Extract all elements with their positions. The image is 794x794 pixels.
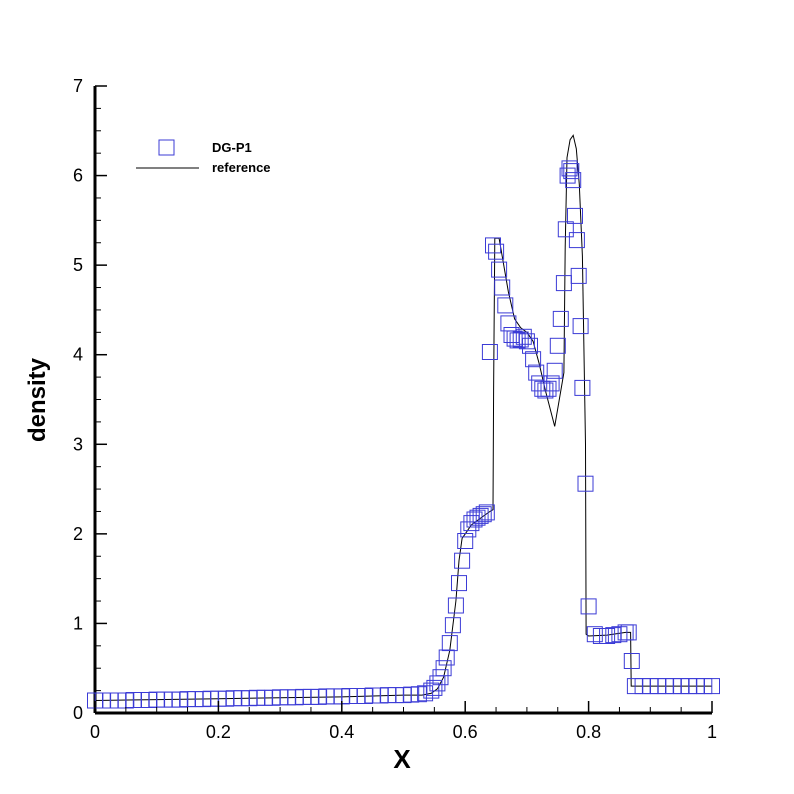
dg-p1-marker	[515, 328, 532, 345]
legend: DG-P1 reference	[136, 139, 271, 175]
dg-p1-marker	[494, 279, 511, 296]
dg-p1-marker	[491, 261, 508, 278]
x-tick-label: 0.8	[576, 722, 601, 742]
dg-p1-marker	[611, 626, 628, 643]
reference-line	[94, 134, 712, 701]
dg-p1-marker	[549, 337, 566, 354]
dg-p1-marker	[426, 679, 443, 696]
dg-p1-marker	[546, 362, 563, 379]
dg-p1-marker	[441, 635, 458, 652]
dg-p1-marker	[561, 160, 578, 177]
dg-p1-marker	[570, 267, 587, 284]
legend-marker-dg-p1	[158, 139, 175, 156]
dg-p1-marker	[509, 332, 526, 349]
dg-p1-marker	[485, 237, 501, 254]
dg-p1-marker	[540, 380, 557, 397]
dg-p1-marker	[568, 232, 585, 249]
dg-p1-marker	[469, 509, 486, 526]
dg-p1-marker	[432, 669, 449, 686]
y-tick-label: 6	[73, 166, 83, 186]
dg-p1-marker	[454, 552, 471, 569]
dg-p1-series	[87, 160, 720, 709]
dg-p1-marker	[444, 617, 461, 634]
dg-p1-marker	[488, 243, 505, 260]
y-tick-label: 4	[73, 345, 83, 365]
dg-p1-marker	[572, 318, 589, 335]
dg-p1-marker	[447, 597, 464, 614]
legend-label-reference: reference	[212, 160, 271, 175]
dg-p1-marker	[586, 626, 603, 643]
axis-ticks: 0 0.2 0.4 0.6 0.8 1 0 1 2 3 4 5 6 7	[73, 76, 717, 742]
dg-p1-marker	[528, 364, 545, 381]
dg-p1-marker	[497, 297, 514, 314]
dg-p1-marker	[478, 504, 495, 521]
dg-p1-marker	[620, 624, 637, 641]
dg-p1-marker	[577, 475, 594, 492]
dg-p1-marker	[522, 337, 538, 354]
dg-p1-marker	[704, 678, 720, 695]
y-tick-label: 1	[73, 613, 83, 633]
y-tick-label: 5	[73, 255, 83, 275]
x-tick-label: 0	[90, 722, 100, 742]
y-axis-title: density	[24, 357, 51, 442]
plot-axes	[93, 86, 712, 715]
x-tick-label: 0.6	[453, 722, 478, 742]
legend-label-dg-p1: DG-P1	[212, 140, 252, 155]
dg-p1-marker	[565, 172, 582, 189]
dg-p1-marker	[580, 598, 597, 615]
dg-p1-marker	[543, 375, 560, 392]
dg-p1-marker	[557, 221, 574, 238]
dg-p1-marker	[525, 351, 542, 368]
x-tick-label: 0.4	[329, 722, 354, 742]
y-tick-label: 0	[73, 703, 83, 723]
x-axis-title: X	[393, 744, 411, 774]
dg-p1-marker	[457, 533, 474, 549]
dg-p1-marker	[481, 344, 498, 360]
y-tick-label: 2	[73, 524, 83, 544]
dg-p1-marker	[472, 507, 489, 524]
dg-p1-marker	[534, 380, 551, 397]
dg-p1-marker	[512, 331, 529, 348]
dg-p1-marker	[460, 521, 477, 538]
dg-p1-marker	[599, 628, 616, 644]
y-tick-label: 3	[73, 434, 83, 454]
dg-p1-marker	[623, 653, 640, 669]
dg-p1-marker	[555, 275, 572, 292]
dg-p1-marker	[518, 333, 535, 350]
dg-p1-marker	[574, 379, 591, 396]
x-tick-label: 1	[707, 722, 717, 742]
dg-p1-marker	[438, 649, 455, 666]
y-tick-label: 7	[73, 76, 83, 96]
dg-p1-marker	[435, 660, 452, 677]
dg-p1-marker	[500, 315, 517, 332]
dg-p1-marker	[417, 685, 434, 702]
dg-p1-marker	[567, 207, 583, 224]
reference-series	[94, 134, 712, 701]
dg-p1-marker	[563, 163, 580, 180]
dg-p1-marker	[451, 575, 467, 592]
dg-p1-marker	[552, 310, 569, 327]
x-tick-label: 0.2	[206, 722, 231, 742]
dg-p1-marker	[475, 506, 492, 523]
